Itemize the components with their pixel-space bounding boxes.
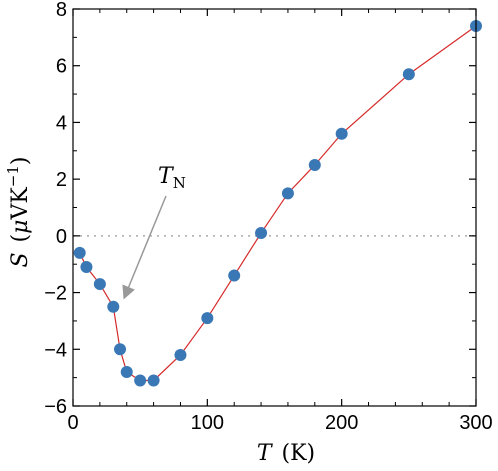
data-point (228, 269, 241, 282)
y-tick-label: −6 (44, 396, 67, 418)
data-point (174, 348, 187, 361)
data-point (201, 312, 214, 325)
tick-labels: 0 100 200 300 −6 −4 −2 0 2 4 6 8 (44, 0, 493, 434)
data-point (80, 261, 93, 274)
plot-frame (72, 8, 477, 407)
data-point (73, 246, 86, 259)
x-tick-label: 100 (191, 412, 224, 434)
data-point (147, 374, 160, 387)
y-tick-label: 6 (56, 56, 67, 78)
y-tick-label: 0 (56, 226, 67, 248)
data-point (281, 187, 294, 200)
data-point (134, 374, 147, 387)
annotation-label: TN (158, 164, 186, 192)
y-tick-label: −2 (44, 283, 67, 305)
data-point (120, 365, 133, 378)
data-point (308, 158, 321, 171)
annotation-arrow (122, 195, 167, 300)
x-tick-label: 0 (67, 412, 78, 434)
y-axis-title: S(μVK−1) (4, 156, 33, 267)
data-point (114, 343, 127, 356)
y-tick-label: 8 (56, 0, 67, 21)
y-tick-label: 2 (56, 169, 67, 191)
data-point (93, 278, 106, 291)
data-point (255, 227, 268, 240)
data-points (73, 20, 482, 387)
x-axis-title: T (K) (257, 441, 315, 466)
x-tick-label: 300 (459, 412, 492, 434)
data-point (335, 127, 348, 140)
data-point (107, 300, 120, 313)
data-point (402, 68, 415, 81)
axis-ticks (72, 8, 477, 407)
y-tick-label: −4 (44, 339, 67, 361)
x-tick-label: 200 (325, 412, 358, 434)
series-line (79, 25, 477, 382)
y-tick-label: 4 (56, 112, 67, 134)
